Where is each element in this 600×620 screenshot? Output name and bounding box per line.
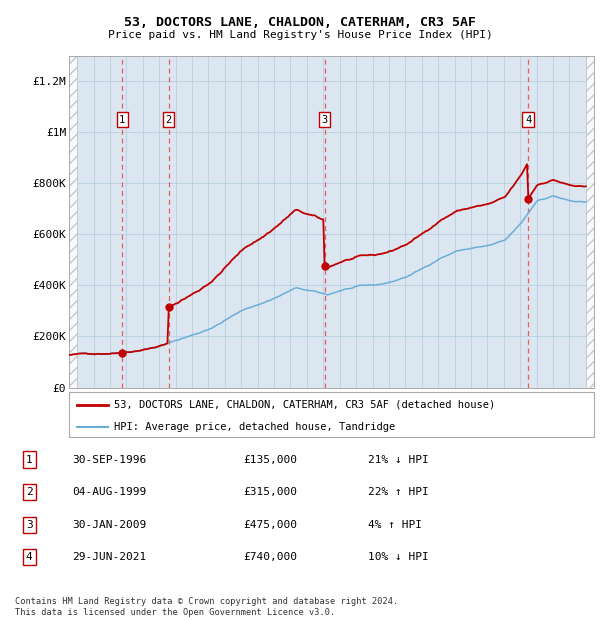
Text: 29-JUN-2021: 29-JUN-2021 — [72, 552, 146, 562]
Text: 1: 1 — [26, 454, 32, 464]
Text: £740,000: £740,000 — [243, 552, 297, 562]
Text: Contains HM Land Registry data © Crown copyright and database right 2024.
This d: Contains HM Land Registry data © Crown c… — [15, 598, 398, 617]
Text: Price paid vs. HM Land Registry's House Price Index (HPI): Price paid vs. HM Land Registry's House … — [107, 30, 493, 40]
Bar — [586, 56, 594, 388]
Text: 4: 4 — [525, 115, 532, 125]
Text: £315,000: £315,000 — [243, 487, 297, 497]
Text: 53, DOCTORS LANE, CHALDON, CATERHAM, CR3 5AF: 53, DOCTORS LANE, CHALDON, CATERHAM, CR3… — [124, 16, 476, 29]
Text: 30-SEP-1996: 30-SEP-1996 — [72, 454, 146, 464]
Text: 04-AUG-1999: 04-AUG-1999 — [72, 487, 146, 497]
Text: £135,000: £135,000 — [243, 454, 297, 464]
Text: 30-JAN-2009: 30-JAN-2009 — [72, 520, 146, 529]
Text: 3: 3 — [322, 115, 328, 125]
Text: 2: 2 — [26, 487, 32, 497]
Text: £475,000: £475,000 — [243, 520, 297, 529]
Text: 4: 4 — [26, 552, 32, 562]
Text: 10% ↓ HPI: 10% ↓ HPI — [368, 552, 429, 562]
Bar — [69, 56, 77, 388]
Text: HPI: Average price, detached house, Tandridge: HPI: Average price, detached house, Tand… — [113, 422, 395, 432]
Text: 21% ↓ HPI: 21% ↓ HPI — [368, 454, 429, 464]
Text: 53, DOCTORS LANE, CHALDON, CATERHAM, CR3 5AF (detached house): 53, DOCTORS LANE, CHALDON, CATERHAM, CR3… — [113, 399, 495, 410]
Text: 4% ↑ HPI: 4% ↑ HPI — [368, 520, 422, 529]
Text: 3: 3 — [26, 520, 32, 529]
Text: 1: 1 — [119, 115, 125, 125]
FancyBboxPatch shape — [69, 392, 594, 437]
Text: 2: 2 — [166, 115, 172, 125]
Text: 22% ↑ HPI: 22% ↑ HPI — [368, 487, 429, 497]
